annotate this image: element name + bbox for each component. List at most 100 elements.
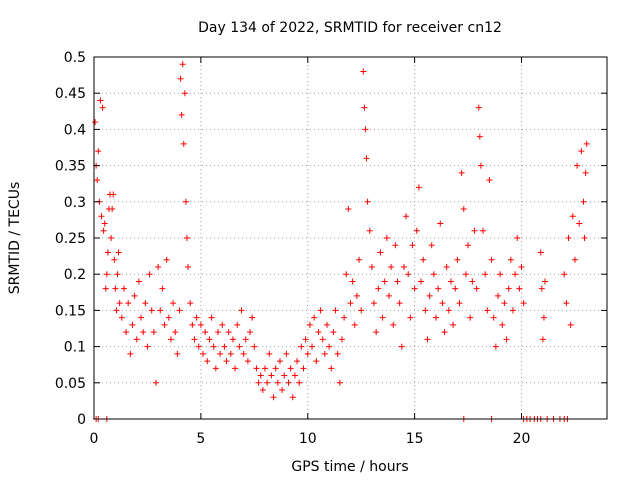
data-point bbox=[223, 358, 230, 365]
data-point bbox=[426, 292, 433, 299]
data-point bbox=[580, 198, 587, 205]
data-point bbox=[341, 314, 348, 321]
data-point bbox=[116, 300, 123, 307]
data-point bbox=[257, 372, 264, 379]
data-point bbox=[338, 336, 345, 343]
data-point bbox=[368, 263, 375, 270]
x-axis-label: GPS time / hours bbox=[291, 459, 408, 475]
x-tick-label: 20 bbox=[513, 431, 531, 447]
data-point bbox=[373, 329, 380, 336]
data-point bbox=[390, 321, 397, 328]
data-point bbox=[480, 227, 487, 234]
data-point bbox=[163, 256, 170, 263]
data-point bbox=[174, 350, 181, 357]
data-point bbox=[285, 379, 292, 386]
data-point bbox=[326, 343, 333, 350]
data-point bbox=[418, 278, 425, 285]
data-point bbox=[302, 336, 309, 343]
data-point bbox=[165, 314, 172, 321]
data-point bbox=[102, 285, 109, 292]
x-tick-label: 5 bbox=[196, 431, 205, 447]
data-points bbox=[92, 61, 590, 422]
data-point bbox=[458, 169, 465, 176]
data-point bbox=[501, 300, 508, 307]
data-point bbox=[537, 249, 544, 256]
data-point bbox=[170, 300, 177, 307]
data-point bbox=[422, 307, 429, 314]
data-point bbox=[490, 314, 497, 321]
data-point bbox=[514, 235, 521, 241]
data-point bbox=[413, 227, 420, 234]
y-tick-label: 0.3 bbox=[64, 195, 86, 211]
data-point bbox=[439, 300, 446, 307]
data-point bbox=[499, 321, 506, 328]
data-point bbox=[542, 278, 549, 285]
chart-title: Day 134 of 2022, SRMTID for receiver cn1… bbox=[198, 20, 502, 36]
data-point bbox=[518, 263, 525, 270]
data-point bbox=[123, 329, 130, 336]
data-point bbox=[200, 350, 207, 357]
data-point bbox=[101, 220, 108, 227]
data-point bbox=[296, 379, 303, 386]
data-point bbox=[363, 155, 370, 162]
data-point bbox=[127, 350, 134, 357]
data-point bbox=[159, 285, 166, 292]
data-point bbox=[465, 242, 472, 249]
data-point bbox=[383, 235, 390, 241]
data-point bbox=[178, 111, 185, 118]
data-point bbox=[125, 300, 132, 307]
data-point bbox=[321, 350, 328, 357]
data-point bbox=[347, 300, 354, 307]
y-tick-label: 0 bbox=[77, 412, 86, 428]
y-tick-label: 0.35 bbox=[55, 159, 86, 175]
data-point bbox=[240, 350, 247, 357]
data-point bbox=[343, 271, 350, 278]
data-point bbox=[281, 372, 288, 379]
data-point bbox=[454, 256, 461, 263]
data-point bbox=[103, 271, 110, 278]
data-point bbox=[492, 343, 499, 350]
data-point bbox=[172, 329, 179, 336]
data-point bbox=[270, 394, 277, 401]
data-point bbox=[214, 329, 221, 336]
data-point bbox=[202, 329, 209, 336]
data-point bbox=[244, 358, 251, 365]
data-point bbox=[148, 307, 155, 314]
data-point bbox=[142, 300, 149, 307]
data-point bbox=[112, 285, 119, 292]
data-point bbox=[255, 379, 262, 386]
y-tick-label: 0.2 bbox=[64, 267, 86, 283]
data-point bbox=[441, 329, 448, 336]
data-point bbox=[334, 350, 341, 357]
data-point bbox=[582, 169, 589, 176]
data-point bbox=[323, 321, 330, 328]
data-point bbox=[249, 314, 256, 321]
data-point bbox=[456, 300, 463, 307]
x-tick-label: 0 bbox=[90, 431, 99, 447]
data-point bbox=[569, 213, 576, 220]
data-point bbox=[304, 350, 311, 357]
data-point bbox=[377, 249, 384, 256]
data-point bbox=[332, 307, 339, 314]
data-point bbox=[309, 343, 316, 350]
data-point bbox=[407, 314, 414, 321]
data-point bbox=[206, 336, 213, 343]
data-point bbox=[242, 336, 249, 343]
data-point bbox=[193, 314, 200, 321]
data-point bbox=[571, 256, 578, 263]
data-point bbox=[574, 162, 581, 169]
data-point bbox=[313, 358, 320, 365]
data-point bbox=[471, 227, 478, 234]
data-point bbox=[253, 365, 260, 372]
data-point bbox=[99, 104, 106, 111]
data-point bbox=[447, 278, 454, 285]
data-point bbox=[232, 365, 239, 372]
data-point bbox=[114, 271, 121, 278]
data-point bbox=[567, 321, 574, 328]
data-point bbox=[287, 365, 294, 372]
data-point bbox=[251, 343, 258, 350]
data-point bbox=[219, 321, 226, 328]
data-point bbox=[264, 379, 271, 386]
data-point bbox=[181, 90, 188, 97]
data-point bbox=[97, 97, 104, 104]
